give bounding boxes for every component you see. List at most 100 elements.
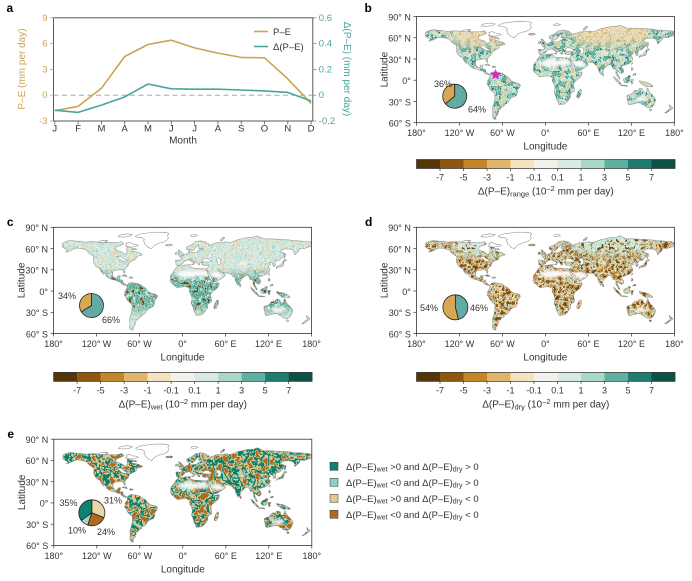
svg-text:Δ(P–E)wet <0 and Δ(P–E)dry < 0: Δ(P–E)wet <0 and Δ(P–E)dry < 0 (346, 510, 479, 522)
svg-text:-7: -7 (436, 173, 444, 183)
svg-text:5: 5 (625, 173, 630, 183)
svg-text:120° W: 120° W (445, 339, 475, 349)
svg-text:-5: -5 (459, 385, 467, 395)
svg-text:c: c (7, 215, 14, 229)
svg-text:60° N: 60° N (26, 456, 49, 466)
svg-text:120° E: 120° E (618, 128, 645, 138)
svg-text:90° N: 90° N (388, 12, 411, 22)
svg-text:24%: 24% (97, 527, 115, 537)
svg-text:-1: -1 (506, 385, 514, 395)
svg-text:31%: 31% (104, 496, 122, 506)
svg-text:66%: 66% (102, 315, 120, 325)
svg-text:5: 5 (625, 385, 630, 395)
svg-text:7: 7 (286, 385, 291, 395)
svg-text:7: 7 (649, 385, 654, 395)
svg-text:180°: 180° (407, 128, 426, 138)
svg-text:-1: -1 (506, 173, 514, 183)
svg-text:6: 6 (42, 39, 47, 50)
svg-text:36%: 36% (434, 79, 452, 89)
svg-text:120° W: 120° W (445, 128, 475, 138)
svg-text:7: 7 (649, 173, 654, 183)
svg-text:60° E: 60° E (214, 339, 236, 349)
svg-text:P–E (mm per day): P–E (mm per day) (17, 28, 28, 109)
svg-text:60° E: 60° E (577, 128, 599, 138)
svg-text:J: J (169, 124, 174, 135)
svg-text:3: 3 (42, 64, 47, 75)
svg-text:F: F (75, 124, 81, 135)
svg-text:Latitude: Latitude (17, 262, 28, 298)
svg-text:Δ(P–E)wet <0 and Δ(P–E)dry > 0: Δ(P–E)wet <0 and Δ(P–E)dry > 0 (346, 478, 479, 490)
svg-text:60° W: 60° W (127, 551, 152, 561)
svg-text:Δ(P–E)dry (10–2 mm per day): Δ(P–E)dry (10–2 mm per day) (482, 397, 609, 412)
svg-text:J: J (192, 124, 197, 135)
svg-text:60° W: 60° W (127, 339, 152, 349)
svg-text:0°: 0° (178, 551, 187, 561)
svg-text:30° S: 30° S (389, 97, 411, 107)
svg-text:120° E: 120° E (618, 339, 645, 349)
svg-text:60° W: 60° W (490, 128, 515, 138)
svg-text:60° S: 60° S (26, 541, 48, 551)
svg-text:-7: -7 (73, 385, 81, 395)
svg-text:30° S: 30° S (26, 308, 48, 318)
svg-text:120° E: 120° E (255, 551, 282, 561)
svg-text:b: b (365, 1, 372, 15)
svg-text:0.2: 0.2 (319, 64, 332, 75)
svg-text:0°: 0° (40, 499, 49, 509)
svg-text:Δ(P–E): Δ(P–E) (273, 42, 304, 53)
svg-text:0.1: 0.1 (551, 173, 564, 183)
svg-text:120° W: 120° W (82, 339, 112, 349)
svg-text:0°: 0° (39, 287, 48, 297)
svg-text:Δ(P–E) (mm per day): Δ(P–E) (mm per day) (341, 22, 352, 116)
svg-text:A: A (122, 124, 129, 135)
svg-text:60° S: 60° S (389, 119, 411, 129)
svg-text:-3: -3 (483, 173, 491, 183)
svg-text:30° N: 30° N (25, 266, 48, 276)
svg-text:Longitude: Longitude (523, 353, 567, 364)
svg-text:0°: 0° (541, 128, 550, 138)
svg-text:54%: 54% (420, 303, 438, 313)
svg-text:3: 3 (602, 385, 607, 395)
svg-text:Longitude: Longitude (161, 564, 205, 575)
svg-text:Month: Month (169, 136, 197, 147)
svg-text:Longitude: Longitude (523, 142, 567, 153)
svg-text:D: D (308, 124, 315, 135)
svg-text:Δ(P–E)wet >0 and Δ(P–E)dry > 0: Δ(P–E)wet >0 and Δ(P–E)dry > 0 (346, 462, 479, 474)
svg-text:Latitude: Latitude (379, 51, 390, 87)
svg-text:-5: -5 (459, 173, 467, 183)
svg-text:0°: 0° (402, 287, 411, 297)
svg-text:5: 5 (263, 385, 268, 395)
svg-text:60° N: 60° N (388, 244, 411, 254)
svg-text:J: J (52, 124, 57, 135)
svg-text:1: 1 (578, 385, 583, 395)
svg-text:-3: -3 (120, 385, 128, 395)
svg-text:Δ(P–E)range (10–2 mm per day): Δ(P–E)range (10–2 mm per day) (478, 184, 614, 199)
svg-text:180°: 180° (407, 339, 426, 349)
svg-text:Δ(P–E)wet >0 and Δ(P–E)dry < 0: Δ(P–E)wet >0 and Δ(P–E)dry < 0 (346, 494, 479, 506)
svg-text:180°: 180° (665, 339, 684, 349)
svg-text:0°: 0° (402, 76, 411, 86)
svg-text:0: 0 (319, 90, 324, 101)
svg-text:Latitude: Latitude (379, 262, 390, 298)
svg-text:46%: 46% (470, 303, 488, 313)
svg-text:30° N: 30° N (388, 266, 411, 276)
svg-text:M: M (144, 124, 152, 135)
svg-text:60° N: 60° N (388, 34, 411, 44)
svg-text:0.1: 0.1 (551, 385, 564, 395)
svg-text:35%: 35% (59, 498, 77, 508)
svg-text:90° N: 90° N (26, 435, 49, 445)
svg-text:0: 0 (42, 90, 47, 101)
svg-text:A: A (215, 124, 222, 135)
svg-text:180°: 180° (665, 128, 684, 138)
svg-text:e: e (7, 427, 14, 441)
svg-text:30° N: 30° N (26, 478, 49, 488)
svg-text:30° N: 30° N (388, 55, 411, 65)
svg-text:N: N (284, 124, 291, 135)
svg-text:180°: 180° (44, 551, 63, 561)
svg-text:0.1: 0.1 (188, 385, 201, 395)
svg-text:Latitude: Latitude (17, 474, 28, 510)
svg-text:120° E: 120° E (255, 339, 282, 349)
svg-text:60° S: 60° S (389, 329, 411, 339)
svg-text:180°: 180° (302, 339, 321, 349)
svg-text:P–E: P–E (273, 27, 291, 38)
svg-text:-0.2: -0.2 (319, 116, 335, 127)
